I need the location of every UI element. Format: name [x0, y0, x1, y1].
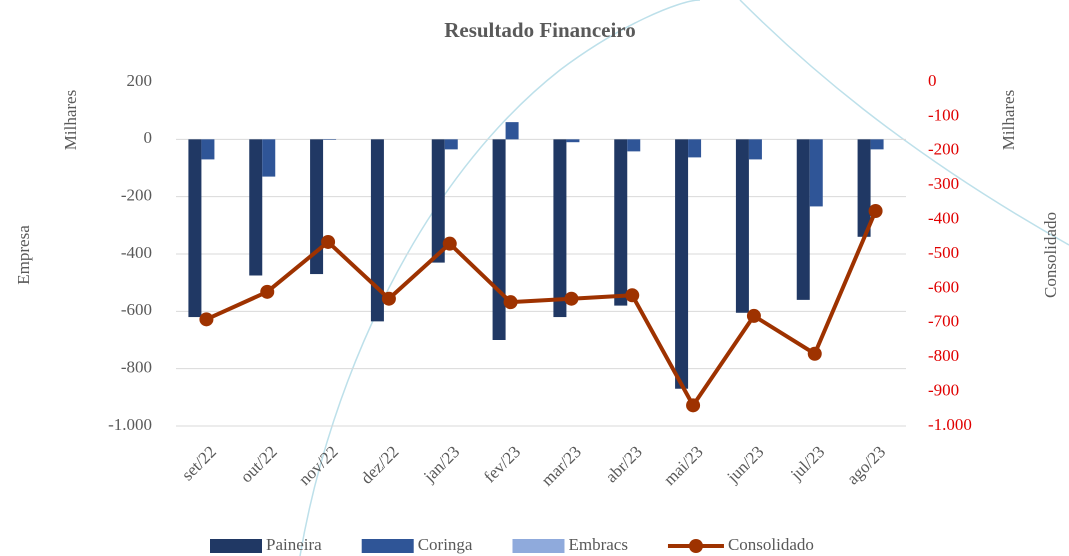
- chart-title: Resultado Financeiro: [444, 18, 636, 42]
- x-tick-label: jan/23: [419, 442, 463, 486]
- bar: [553, 139, 567, 318]
- y-tick-label: 0: [144, 128, 153, 147]
- legend-label: Paineira: [266, 535, 322, 554]
- x-tick-label: ago/23: [843, 442, 889, 488]
- decor-curve: [299, 0, 701, 556]
- bar: [627, 139, 641, 152]
- line: [205, 210, 878, 408]
- legend-label: Coringa: [418, 535, 473, 554]
- y-axis-title: Empresa: [14, 225, 33, 285]
- y2-tick-label: -500: [928, 243, 959, 262]
- y2-tick-label: -1.000: [928, 415, 972, 434]
- line-marker: [442, 236, 457, 251]
- y-tick-label: -400: [121, 243, 152, 262]
- line-marker: [868, 204, 883, 218]
- bar: [310, 139, 324, 275]
- line-marker: [564, 291, 579, 306]
- bar: [201, 139, 215, 160]
- legend-marker: [688, 539, 703, 553]
- bar: [249, 139, 263, 276]
- y2-tick-label: -300: [928, 174, 959, 193]
- legend-swatch: [361, 539, 414, 553]
- y2-tick-label: -700: [928, 312, 959, 331]
- x-tick-label: jun/23: [723, 442, 768, 487]
- x-tick-label: fev/23: [480, 442, 524, 486]
- line-marker: [807, 346, 822, 361]
- y2-axis-title: Consolidado: [1041, 212, 1060, 298]
- x-tick-label: abr/23: [602, 442, 646, 486]
- line-marker: [746, 308, 761, 323]
- bar: [492, 139, 506, 340]
- bar: [796, 139, 810, 300]
- line-marker: [381, 291, 396, 306]
- bar: [505, 122, 519, 140]
- y-tick-label: -200: [121, 186, 152, 205]
- bar: [688, 139, 702, 158]
- legend-label: Consolidado: [728, 535, 814, 554]
- y-axis-unit: Milhares: [61, 90, 80, 150]
- bar: [748, 139, 762, 160]
- bar: [323, 139, 337, 140]
- y-tick-label: -800: [121, 358, 152, 377]
- y-tick-label: 200: [127, 71, 153, 90]
- line-marker: [625, 288, 640, 303]
- x-tick-label: jul/23: [786, 442, 828, 484]
- x-tick-label: set/22: [178, 442, 220, 484]
- x-tick-label: out/22: [237, 442, 281, 486]
- line-marker: [199, 312, 214, 327]
- y2-tick-label: -800: [928, 346, 959, 365]
- bar: [370, 139, 384, 322]
- bar: [735, 139, 749, 313]
- bar: [444, 139, 458, 150]
- legend-swatch: [210, 539, 262, 553]
- bar: [857, 139, 871, 237]
- x-tick-label: nov/22: [295, 442, 342, 489]
- y2-tick-label: -600: [928, 277, 959, 296]
- line-marker: [686, 398, 701, 413]
- legend-label: Embracs: [568, 535, 627, 554]
- x-tick-label: dez/22: [357, 442, 402, 487]
- bar: [809, 139, 823, 207]
- y2-tick-label: 0: [928, 71, 937, 90]
- y-tick-label: -600: [121, 300, 152, 319]
- y2-tick-label: -100: [928, 105, 959, 124]
- bar: [431, 139, 445, 263]
- line-marker: [321, 234, 336, 249]
- y2-tick-label: -900: [928, 381, 959, 400]
- x-tick-label: mai/23: [660, 442, 707, 489]
- decor-curve: [739, 0, 1069, 246]
- bar: [188, 139, 202, 318]
- y2-tick-label: -200: [928, 140, 959, 159]
- bar: [262, 139, 276, 177]
- bar: [675, 139, 689, 389]
- line-marker: [503, 295, 518, 310]
- bar: [566, 139, 580, 143]
- legend-swatch: [512, 539, 565, 553]
- y-tick-label: -1.000: [108, 415, 152, 434]
- y2-axis-unit: Milhares: [999, 90, 1018, 150]
- line-marker: [260, 284, 275, 299]
- x-tick-label: mar/23: [538, 442, 585, 489]
- bar: [870, 139, 884, 150]
- y2-tick-label: -400: [928, 209, 959, 228]
- bar: [614, 139, 628, 306]
